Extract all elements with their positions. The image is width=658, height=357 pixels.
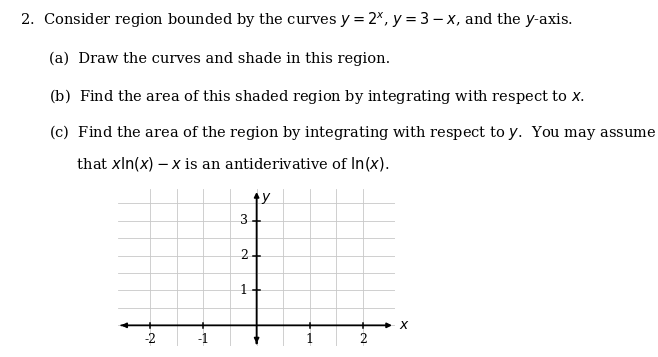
Text: $x$: $x$ <box>399 318 410 332</box>
Text: 2: 2 <box>240 249 247 262</box>
Text: -1: -1 <box>197 333 209 346</box>
Text: 3: 3 <box>240 214 247 227</box>
Text: 2.  Consider region bounded by the curves $y = 2^x$, $y = 3 - x$, and the $y$-ax: 2. Consider region bounded by the curves… <box>20 11 573 30</box>
Text: 1: 1 <box>240 284 247 297</box>
Text: 1: 1 <box>306 333 314 346</box>
Text: (a)  Draw the curves and shade in this region.: (a) Draw the curves and shade in this re… <box>49 52 391 66</box>
Text: 2: 2 <box>359 333 367 346</box>
Text: that $x\ln(x) - x$ is an antiderivative of $\ln(x)$.: that $x\ln(x) - x$ is an antiderivative … <box>49 155 390 173</box>
Text: (c)  Find the area of the region by integrating with respect to $y$.  You may as: (c) Find the area of the region by integ… <box>49 123 657 142</box>
Text: -2: -2 <box>144 333 157 346</box>
Text: (b)  Find the area of this shaded region by integrating with respect to $x$.: (b) Find the area of this shaded region … <box>49 87 586 106</box>
Text: $y$: $y$ <box>261 191 272 206</box>
